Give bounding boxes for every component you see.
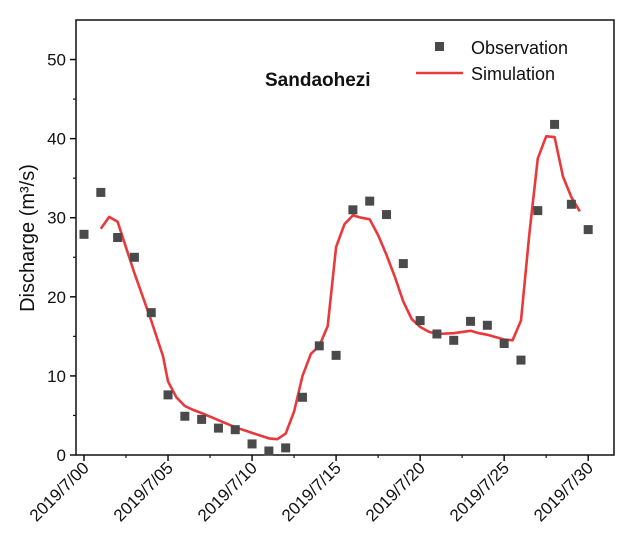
simulation-line xyxy=(99,135,581,441)
observation-point xyxy=(113,233,123,242)
observation-point xyxy=(398,259,408,269)
observation-point xyxy=(566,199,576,209)
observation-point xyxy=(213,423,223,433)
y-tick-label: 0 xyxy=(57,446,66,465)
observation-point xyxy=(129,252,139,262)
observation-point xyxy=(264,446,274,456)
x-tick-label: 2019/7/10 xyxy=(194,458,261,525)
observation-point xyxy=(533,206,543,216)
legend-observation-label: Observation xyxy=(471,38,568,58)
observation-point xyxy=(415,316,425,326)
observation-point xyxy=(382,210,392,220)
observation-point xyxy=(482,320,492,330)
observation-point xyxy=(297,392,307,402)
observation-points xyxy=(79,119,593,456)
observation-point xyxy=(79,229,89,239)
x-tick-label: 2019/7/05 xyxy=(110,458,177,525)
legend: Observation Simulation xyxy=(416,38,568,84)
observation-point xyxy=(230,425,240,435)
legend-observation-marker xyxy=(435,42,444,51)
observation-point xyxy=(432,329,442,339)
chart-title: Sandaohezi xyxy=(265,70,371,91)
observation-point xyxy=(583,225,593,235)
observation-point xyxy=(365,196,375,206)
y-tick-label: 10 xyxy=(47,367,66,386)
x-tick-label: 2019/7/25 xyxy=(446,458,513,525)
observation-point xyxy=(499,338,509,348)
legend-simulation-label: Simulation xyxy=(471,64,555,84)
observation-point xyxy=(466,316,476,326)
observation-point xyxy=(96,187,106,197)
observation-point xyxy=(247,439,257,449)
observation-point xyxy=(146,308,156,318)
observation-point xyxy=(550,119,560,129)
plot-area xyxy=(75,19,615,456)
observation-point xyxy=(314,341,324,351)
y-tick-label: 30 xyxy=(47,209,66,228)
observation-point xyxy=(180,411,190,421)
y-axis-title: Discharge (m³/s) xyxy=(17,164,39,312)
observation-point xyxy=(449,335,459,345)
y-tick-label: 40 xyxy=(47,130,66,149)
x-tick-label: 2019/7/20 xyxy=(362,458,429,525)
observation-point xyxy=(197,414,207,424)
y-tick-label: 50 xyxy=(47,51,66,70)
observation-point xyxy=(163,390,173,400)
x-tick-label: 2019/7/00 xyxy=(26,458,93,525)
x-axis: 2019/7/00 2019/7/05 2019/7/10 2019/7/15 2019… xyxy=(26,455,597,525)
observation-point xyxy=(331,350,341,360)
x-tick-label: 2019/7/15 xyxy=(278,458,345,525)
y-tick-label: 20 xyxy=(47,288,66,307)
observation-point xyxy=(348,205,358,215)
x-tick-label: 2019/7/30 xyxy=(530,458,597,525)
observation-point xyxy=(516,355,526,365)
y-axis: 0 10 20 30 40 50 xyxy=(47,51,76,465)
observation-point xyxy=(281,443,291,453)
